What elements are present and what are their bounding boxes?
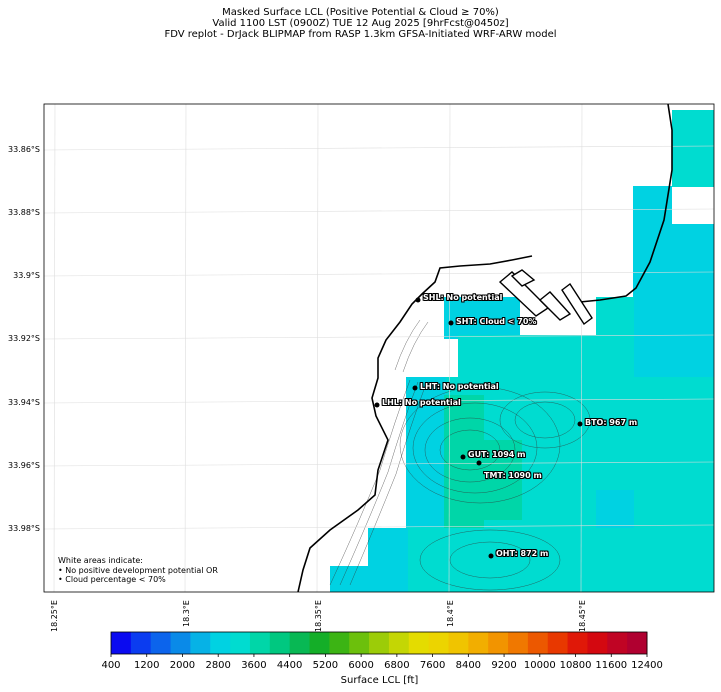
colorbar-swatch <box>111 632 132 654</box>
y-tick-label: 33.86°S <box>8 145 40 154</box>
station-marker-lht <box>412 385 418 391</box>
chart-title-line-2: Valid 1100 LST (0900Z) TUE 12 Aug 2025 [… <box>212 18 509 29</box>
colorbar-frame <box>110 631 648 655</box>
station-label-bto: BTO: 967 m <box>585 418 638 427</box>
colorbar-swatch <box>448 632 469 654</box>
colorbar-tick-label: 1200 <box>133 660 160 671</box>
graticule <box>44 104 714 592</box>
masking-note-line: • No positive development potential OR <box>58 565 218 575</box>
station-marker-tmt <box>476 460 482 466</box>
colorbar-label: Surface LCL [ft] <box>340 675 419 686</box>
station-marker-lhl <box>374 402 380 408</box>
colorbar-swatch <box>527 632 549 654</box>
station-label-tmt: TMT: 1090 m <box>484 471 542 480</box>
colorbar-swatch <box>269 632 291 654</box>
colorbar-swatch <box>567 632 588 654</box>
y-tick-label: 33.98°S <box>8 524 40 533</box>
colorbar-swatch <box>249 632 271 654</box>
station-marker-sht <box>448 320 454 326</box>
masking-note-line: White areas indicate: <box>58 556 144 565</box>
colorbar-swatch <box>627 632 648 654</box>
colorbar-tick-label: 2800 <box>205 660 231 671</box>
chart-title-line-3: FDV replot - DrJack BLIPMAP from RASP 1.… <box>164 29 557 40</box>
harbour-breakwaters <box>498 269 593 326</box>
station-label-gut: GUT: 1094 m <box>468 450 526 459</box>
colorbar <box>110 631 648 657</box>
station-label-shl: SHL: No potential <box>423 293 503 302</box>
station-label-lhl: LHL: No potential <box>382 398 461 407</box>
chart-title-line-1: Masked Surface LCL (Positive Potential &… <box>222 7 499 18</box>
masking-note: White areas indicate: • No positive deve… <box>58 556 218 585</box>
colorbar-swatch <box>369 632 390 654</box>
colorbar-tick-label: 6000 <box>348 660 374 671</box>
y-tick-label: 33.96°S <box>8 461 40 470</box>
lcl-shading <box>330 110 714 592</box>
colorbar-swatch <box>170 632 191 654</box>
colorbar-swatch <box>547 632 569 654</box>
colorbar-swatch <box>150 632 172 654</box>
coastline <box>297 255 533 592</box>
colorbar-swatch <box>468 632 489 654</box>
x-tick-label: 18.45°E <box>578 600 587 632</box>
station-label-oht: OHT: 872 m <box>496 549 549 558</box>
terrain-contours <box>329 319 591 591</box>
station-marker-gut <box>460 454 466 460</box>
colorbar-swatch <box>309 632 330 654</box>
colorbar-tick-label: 10000 <box>523 660 556 671</box>
colorbar-swatch <box>130 632 152 654</box>
colorbar-swatch <box>408 632 430 654</box>
coastline-east <box>579 104 673 303</box>
station-markers <box>374 297 583 559</box>
colorbar-tick-label: 11600 <box>595 660 628 671</box>
y-tick-label: 33.88°S <box>8 208 40 217</box>
colorbar-swatch <box>210 632 231 654</box>
station-marker-oht <box>488 553 494 559</box>
colorbar-tick-label: 9200 <box>491 660 517 671</box>
y-tick-label: 33.94°S <box>8 398 40 407</box>
x-tick-label: 18.35°E <box>314 600 323 632</box>
x-tick-label: 18.4°E <box>446 600 455 627</box>
colorbar-swatch <box>388 632 410 654</box>
colorbar-swatch <box>289 632 311 654</box>
colorbar-tick-label: 4400 <box>276 660 303 671</box>
colorbar-tick-label: 400 <box>101 660 121 671</box>
colorbar-swatch <box>488 632 509 654</box>
station-marker-shl <box>415 297 421 303</box>
station-label-lht: LHT: No potential <box>420 382 499 391</box>
colorbar-tick-label: 3600 <box>241 660 267 671</box>
station-marker-bto <box>577 421 583 427</box>
colorbar-swatch <box>190 632 211 654</box>
colorbar-tick-label: 6800 <box>384 660 410 671</box>
colorbar-tick-label: 8400 <box>455 660 482 671</box>
masking-note-line: • Cloud percentage < 70% <box>58 575 166 584</box>
station-label-sht: SHT: Cloud < 70% <box>456 317 537 326</box>
x-tick-label: 18.3°E <box>182 600 191 627</box>
x-tick-label: 18.25°E <box>50 600 59 632</box>
colorbar-swatch <box>587 632 608 654</box>
y-tick-label: 33.92°S <box>8 334 40 343</box>
map-plot-area <box>44 104 714 592</box>
colorbar-swatch <box>428 632 449 654</box>
colorbar-swatch <box>508 632 529 654</box>
y-tick-label: 33.9°S <box>13 271 40 280</box>
colorbar-swatch <box>607 632 628 654</box>
colorbar-swatch <box>230 632 251 654</box>
colorbar-tick-label: 5200 <box>312 660 339 671</box>
colorbar-tick-label: 7600 <box>419 660 446 671</box>
colorbar-tick-label: 10800 <box>559 660 592 671</box>
colorbar-tick-label: 2000 <box>169 660 196 671</box>
colorbar-swatch <box>349 632 370 654</box>
colorbar-swatch <box>329 632 350 654</box>
map-frame <box>43 103 715 593</box>
colorbar-tick-label: 12400 <box>631 660 663 671</box>
